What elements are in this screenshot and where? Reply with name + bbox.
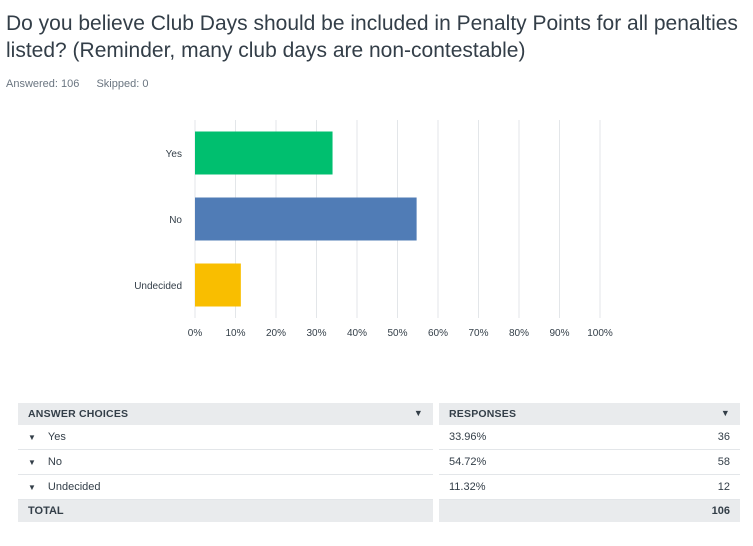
- x-tick-labels: 0% 10% 20% 30% 40% 50% 60% 70% 80% 90% 100%: [188, 328, 613, 339]
- x-tick-label: 70%: [468, 328, 488, 339]
- x-tick-label: 60%: [428, 328, 448, 339]
- category-label: Yes: [166, 149, 182, 160]
- total-label: TOTAL: [18, 499, 436, 522]
- answered-count: Answered: 106: [6, 78, 80, 90]
- chart-bars: [195, 131, 417, 307]
- total-count: 106: [621, 499, 740, 522]
- response-percent: 54.72%: [433, 449, 622, 475]
- sort-caret-icon[interactable]: ▼: [413, 408, 423, 418]
- x-tick-label: 100%: [587, 328, 613, 339]
- x-tick-label: 40%: [347, 328, 367, 339]
- skipped-count: Skipped: 0: [96, 78, 149, 90]
- answer-choices-header[interactable]: ANSWER CHOICES ▼: [18, 403, 436, 425]
- response-table: ANSWER CHOICES ▼ RESPONSES ▼ ▼ Yes 33.96% 3…: [18, 403, 740, 522]
- table-row: ▼ Yes 33.96% 36: [18, 425, 740, 450]
- bar-undecided[interactable]: [195, 263, 241, 307]
- bar-chart: Yes No Undecided 0% 10% 20% 30% 40% 50% 60% 70% 80…: [134, 120, 613, 339]
- expand-triangle-icon[interactable]: ▼: [28, 432, 36, 442]
- response-count: 36: [621, 425, 740, 450]
- expand-triangle-icon[interactable]: ▼: [28, 457, 36, 467]
- choice-label: No: [47, 456, 62, 468]
- x-tick-label: 90%: [549, 328, 569, 339]
- table-header-row: ANSWER CHOICES ▼ RESPONSES ▼: [18, 403, 740, 425]
- table-row: ▼ No 54.72% 58: [18, 449, 740, 475]
- x-tick-label: 80%: [509, 328, 529, 339]
- response-percent: 11.32%: [433, 474, 622, 500]
- total-row: TOTAL 106: [18, 499, 740, 522]
- response-count: 58: [621, 449, 740, 475]
- responses-header[interactable]: RESPONSES ▼: [433, 403, 740, 425]
- choice-label: Undecided: [47, 481, 101, 493]
- bar-no[interactable]: [195, 197, 417, 241]
- expand-triangle-icon[interactable]: ▼: [28, 482, 36, 492]
- x-tick-label: 20%: [266, 328, 286, 339]
- x-tick-label: 0%: [188, 328, 203, 339]
- x-tick-label: 10%: [225, 328, 245, 339]
- bar-yes[interactable]: [195, 131, 333, 175]
- response-percent: 33.96%: [433, 425, 622, 450]
- response-count: 12: [621, 474, 740, 500]
- table-row: ▼ Undecided 11.32% 12: [18, 474, 740, 500]
- sort-caret-icon[interactable]: ▼: [720, 408, 730, 418]
- x-tick-label: 50%: [387, 328, 407, 339]
- category-label: No: [169, 215, 182, 226]
- response-stats: Answered: 106 Skipped: 0: [6, 78, 162, 90]
- question-title: Do you believe Club Days should be inclu…: [6, 12, 738, 62]
- category-labels: Yes No Undecided: [134, 149, 182, 292]
- category-label: Undecided: [134, 281, 182, 292]
- choice-label: Yes: [47, 431, 66, 443]
- x-tick-label: 30%: [306, 328, 326, 339]
